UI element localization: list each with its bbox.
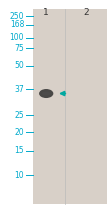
Text: 15: 15 — [15, 146, 24, 155]
Text: 10: 10 — [15, 171, 24, 180]
Text: 75: 75 — [14, 44, 24, 53]
FancyBboxPatch shape — [33, 9, 107, 204]
Text: 1: 1 — [43, 8, 49, 17]
Text: 50: 50 — [14, 61, 24, 70]
Text: 168: 168 — [10, 20, 24, 29]
Ellipse shape — [42, 92, 50, 95]
Text: 250: 250 — [10, 12, 24, 21]
Text: 37: 37 — [14, 85, 24, 94]
Ellipse shape — [39, 89, 53, 98]
Text: 25: 25 — [15, 111, 24, 120]
Text: 20: 20 — [15, 128, 24, 137]
Text: 2: 2 — [83, 8, 89, 17]
Text: 100: 100 — [10, 33, 24, 42]
